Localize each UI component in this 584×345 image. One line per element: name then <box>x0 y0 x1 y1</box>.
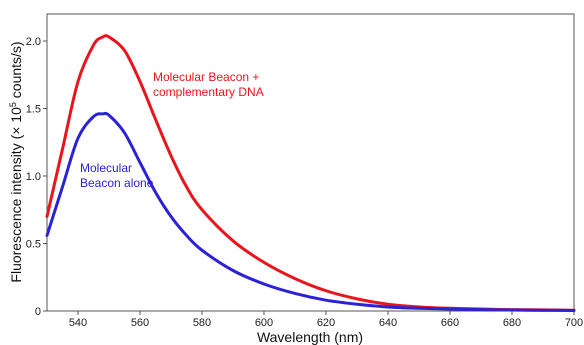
x-tick-label: 620 <box>317 317 335 329</box>
x-axis-label: Wavelength (nm) <box>257 329 363 345</box>
x-tick-label: 580 <box>193 317 211 329</box>
x-tick-label: 660 <box>441 317 459 329</box>
y-axis-label-unit: counts/s) <box>8 41 24 102</box>
y-tick-label: 0.5 <box>26 239 41 251</box>
plot-frame <box>46 13 575 312</box>
blue-annotation-line-2: Beacon alone <box>80 176 154 190</box>
red-annotation-line-2: complementary DNA <box>153 85 264 99</box>
y-tick-label: 2.0 <box>26 36 41 48</box>
x-tick-label: 540 <box>69 317 87 329</box>
x-tick-label: 700 <box>565 317 583 329</box>
blue-series-line <box>45 111 576 312</box>
y-axis-ticks: 0 0.5 1.0 1.5 2.0 <box>26 36 47 318</box>
red-series-annotation: Molecular Beacon + complementary DNA <box>153 70 264 99</box>
red-annotation-line-1: Molecular Beacon + <box>153 70 259 84</box>
x-tick-label: 600 <box>255 317 273 329</box>
x-tick-label: 640 <box>379 317 397 329</box>
x-tick-label: 680 <box>503 317 521 329</box>
series-layer <box>45 34 576 312</box>
y-tick-label: 1.0 <box>26 171 41 183</box>
x-tick-label: 560 <box>131 317 149 329</box>
y-tick-label: 1.5 <box>26 104 41 116</box>
blue-series-annotation: Molecular Beacon alone <box>80 161 154 190</box>
x-axis-ticks: 540 560 580 600 620 640 660 680 700 <box>69 311 583 329</box>
y-axis-label-exponent: 5 <box>8 102 18 107</box>
y-axis-label-main: Fluorescence intensity (× 10 <box>8 107 24 283</box>
y-axis-label: Fluorescence intensity (× 105 counts/s) <box>8 41 24 282</box>
y-tick-label: 0 <box>35 306 41 318</box>
blue-annotation-line-1: Molecular <box>80 161 132 175</box>
